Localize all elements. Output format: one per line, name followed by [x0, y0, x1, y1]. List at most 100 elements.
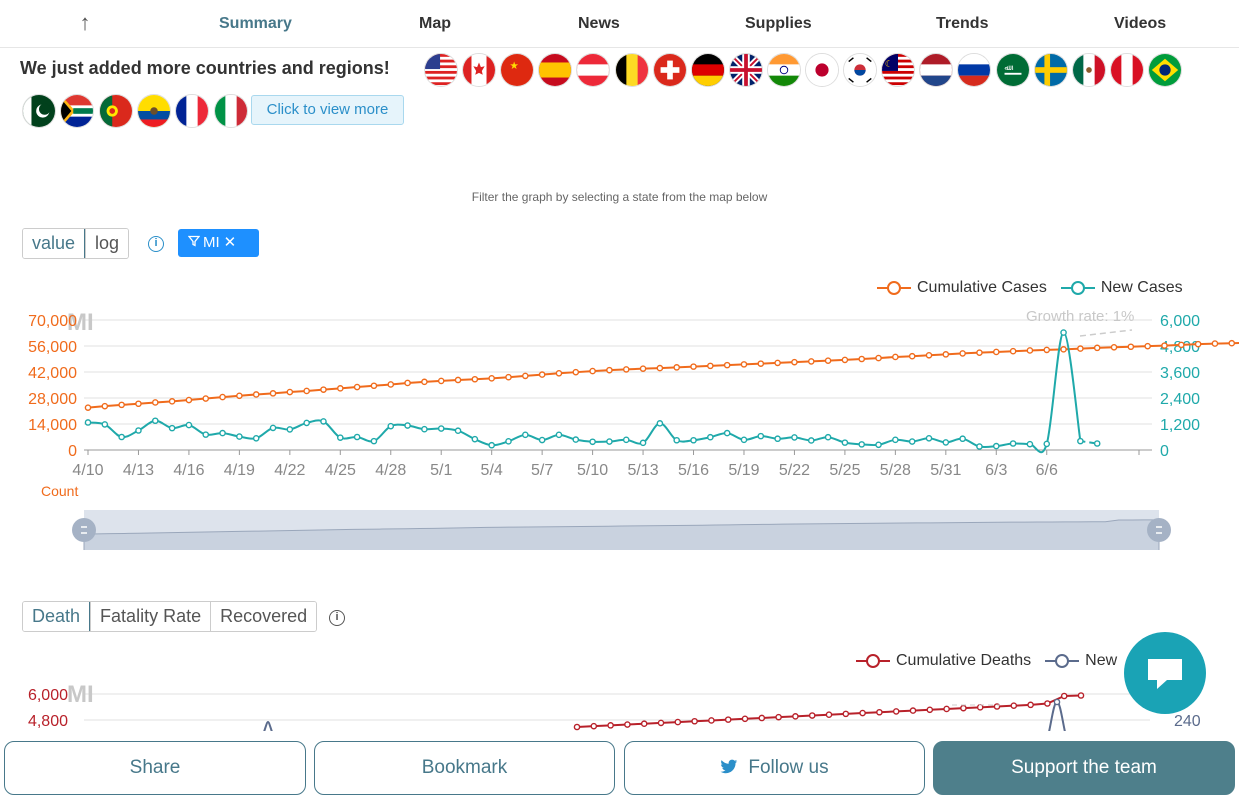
new-cases-point: [774, 435, 781, 443]
cumulative-cases-point: [1043, 346, 1051, 354]
new-cases-point: [1060, 329, 1067, 336]
scale-log-button[interactable]: log: [85, 229, 129, 258]
new-cases-point: [606, 438, 613, 445]
flag-be-icon[interactable]: [614, 53, 649, 87]
flag-se-icon[interactable]: [1033, 53, 1068, 87]
flag-in-icon[interactable]: [766, 53, 801, 87]
new-cases-point: [858, 441, 866, 448]
tab-supplies[interactable]: Supplies: [745, 15, 812, 32]
info-icon-metrics[interactable]: i: [329, 610, 345, 626]
new-cases-point: [219, 429, 226, 437]
flag-pt-icon[interactable]: [98, 94, 133, 128]
flag-nl-icon[interactable]: [919, 53, 954, 87]
flag-es-icon[interactable]: [538, 53, 573, 87]
cumulative-cases-point: [236, 392, 243, 400]
legend-new-deaths[interactable]: New: [1085, 652, 1118, 669]
cumulative-deaths-point: [691, 717, 698, 725]
tab-summary[interactable]: Summary: [219, 15, 292, 32]
view-more-button[interactable]: Click to view more: [251, 95, 404, 125]
tab-videos[interactable]: Videos: [1114, 15, 1167, 32]
tab-fatality-rate[interactable]: Fatality Rate: [90, 602, 211, 631]
flag-my-icon[interactable]: ☾: [881, 53, 916, 87]
filter-chip-label: MI: [203, 234, 220, 251]
flag-it-icon[interactable]: [213, 94, 248, 128]
new-cases-point: [690, 436, 697, 444]
new-cases-point: [992, 442, 1000, 450]
close-icon[interactable]: ✕: [223, 234, 237, 251]
flag-cn-icon[interactable]: ★: [500, 53, 535, 87]
flag-sa-icon[interactable]: ﷲ: [995, 53, 1030, 87]
follow-us-label: Follow us: [748, 757, 829, 778]
funnel-icon: [187, 229, 201, 257]
cumulative-cases-point: [925, 351, 933, 359]
follow-us-button[interactable]: Follow us: [624, 741, 925, 795]
flag-de-icon[interactable]: [690, 53, 725, 87]
cumulative-cases-point: [336, 385, 344, 392]
bookmark-button[interactable]: Bookmark: [314, 741, 615, 795]
share-button[interactable]: Share: [4, 741, 306, 795]
tab-map[interactable]: Map: [419, 15, 451, 32]
chat-button[interactable]: [1124, 632, 1206, 714]
flag-ch-icon[interactable]: [652, 53, 687, 87]
flag-us-icon[interactable]: [424, 53, 458, 87]
cumulative-cases-line: [87, 341, 1239, 409]
new-cases-point: [185, 421, 193, 429]
scale-value-button[interactable]: value: [23, 229, 86, 258]
tab-recovered[interactable]: Recovered: [210, 602, 317, 631]
cumulative-cases-point: [303, 387, 310, 395]
new-cases-point: [908, 438, 916, 445]
cumulative-cases-point: [471, 375, 479, 383]
cumulative-deaths-point: [590, 722, 598, 730]
flag-pk-icon[interactable]: [22, 94, 56, 128]
flag-fr-icon[interactable]: [175, 94, 210, 128]
zoom-handle-left[interactable]: [72, 518, 96, 542]
new-cases-point: [522, 431, 529, 439]
flag-za-icon[interactable]: [60, 94, 95, 128]
cumulative-cases-point: [589, 367, 596, 375]
flag-gb-icon[interactable]: [728, 53, 763, 87]
info-icon[interactable]: i: [148, 236, 164, 252]
x-tick-label: 4/22: [274, 462, 305, 479]
support-team-button[interactable]: Support the team: [933, 741, 1235, 795]
cumulative-cases-point: [976, 349, 983, 356]
flag-at-icon[interactable]: [576, 53, 611, 87]
left-axis-tick: 70,000: [28, 313, 77, 330]
flag-br-icon[interactable]: [1147, 53, 1182, 87]
new-cases-point: [555, 431, 563, 439]
flag-kr-icon[interactable]: [843, 53, 878, 87]
cumulative-cases-point: [622, 366, 630, 373]
new-cases-point: [1077, 437, 1084, 445]
arrow-up-icon[interactable]: ↑: [79, 10, 91, 35]
new-cases-point: [421, 425, 428, 433]
flag-pe-icon[interactable]: [1109, 53, 1144, 87]
flag-mx-icon[interactable]: [1071, 53, 1106, 87]
cumulative-cases-point: [505, 373, 512, 381]
flag-ru-icon[interactable]: [957, 53, 992, 87]
legend-new-cases[interactable]: New Cases: [1100, 279, 1183, 296]
top-navigation: ↑ Summary Map News Supplies Trends Video…: [0, 0, 1239, 48]
filter-hint: Filter the graph by selecting a state fr…: [471, 190, 768, 204]
new-cases-point: [707, 433, 714, 441]
cumulative-deaths-point: [909, 707, 917, 714]
zoom-slider-preview: [83, 519, 1160, 550]
new-cases-point: [84, 419, 92, 426]
new-cases-point: [336, 434, 344, 441]
legend-cumulative-cases[interactable]: Cumulative Cases: [917, 279, 1047, 296]
cumulative-cases-point: [1060, 346, 1067, 353]
cumulative-cases-point: [437, 377, 445, 385]
right-axis-tick: 2,400: [1160, 391, 1200, 408]
cumulative-cases-point: [639, 365, 647, 372]
cumulative-cases-point: [555, 369, 563, 377]
svg-text:★: ★: [510, 61, 519, 72]
legend-cumulative-deaths[interactable]: Cumulative Deaths: [896, 652, 1032, 669]
flag-ca-icon[interactable]: [462, 53, 497, 87]
new-cases-point: [454, 427, 462, 435]
zoom-handle-right[interactable]: [1147, 518, 1171, 542]
flag-ec-icon[interactable]: [136, 94, 171, 128]
tab-news[interactable]: News: [578, 15, 620, 32]
state-filter-chip[interactable]: MI ✕: [178, 229, 259, 257]
cumulative-cases-point: [572, 368, 580, 376]
tab-death[interactable]: Death: [23, 602, 91, 631]
tab-trends[interactable]: Trends: [936, 15, 989, 32]
flag-jp-icon[interactable]: [805, 53, 839, 87]
